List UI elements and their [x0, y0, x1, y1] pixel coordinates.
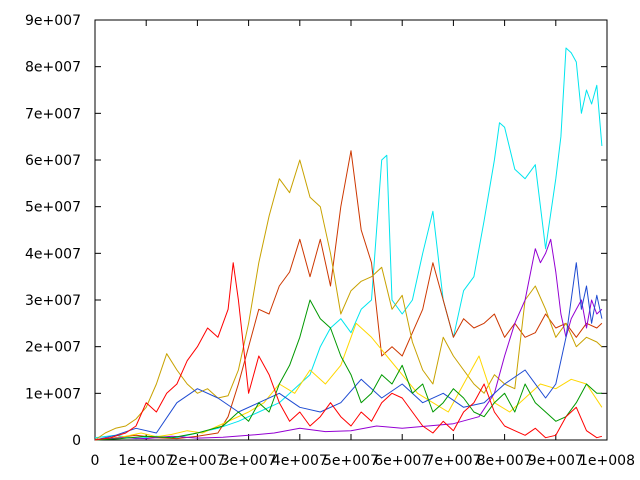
x-tick-label: 0: [91, 453, 100, 469]
series-lines: [94, 47, 603, 441]
y-tick-label: 8e+007: [25, 60, 81, 76]
series-line-7: [94, 299, 602, 441]
x-tick-label: 3e+007: [221, 453, 277, 469]
series-line-5: [94, 238, 603, 441]
x-tick-label: 9e+007: [528, 453, 584, 469]
y-tick-label: 7e+007: [25, 106, 81, 122]
series-line-1: [94, 47, 603, 440]
x-tick-label: 6e+007: [374, 453, 430, 469]
y-tick-label: 0: [72, 433, 81, 449]
x-tick-label: 2e+007: [169, 453, 225, 469]
x-axis-tick-labels: 0 1e+0072e+0073e+0074e+0075e+0076e+0077e+…: [91, 453, 635, 469]
x-tick-label: 4e+007: [272, 453, 328, 469]
series-line-2: [94, 150, 603, 441]
x-tick-label: 1e+007: [118, 453, 174, 469]
y-tick-label: 3e+007: [25, 293, 81, 309]
x-tick-label: 5e+007: [323, 453, 379, 469]
series-line-4: [94, 322, 603, 441]
series-line-6: [94, 262, 603, 441]
series-line-3: [94, 159, 603, 441]
x-tick-label: 7e+007: [425, 453, 481, 469]
y-tick-label: 2e+007: [25, 340, 81, 356]
series-line-8: [94, 262, 603, 441]
y-tick-label: 9e+007: [25, 13, 81, 29]
y-axis-tick-labels: 0 1e+007 2e+007 3e+007 4e+007 5e+007 6e+007 7e+…: [25, 13, 81, 449]
x-tick-label: 1e+008: [579, 453, 635, 469]
y-tick-label: 1e+007: [25, 386, 81, 402]
y-tick-label: 5e+007: [25, 200, 81, 216]
y-tick-label: 4e+007: [25, 246, 81, 262]
tick-marks: [94, 19, 608, 441]
y-tick-label: 6e+007: [25, 153, 81, 169]
x-tick-label: 8e+007: [477, 453, 533, 469]
